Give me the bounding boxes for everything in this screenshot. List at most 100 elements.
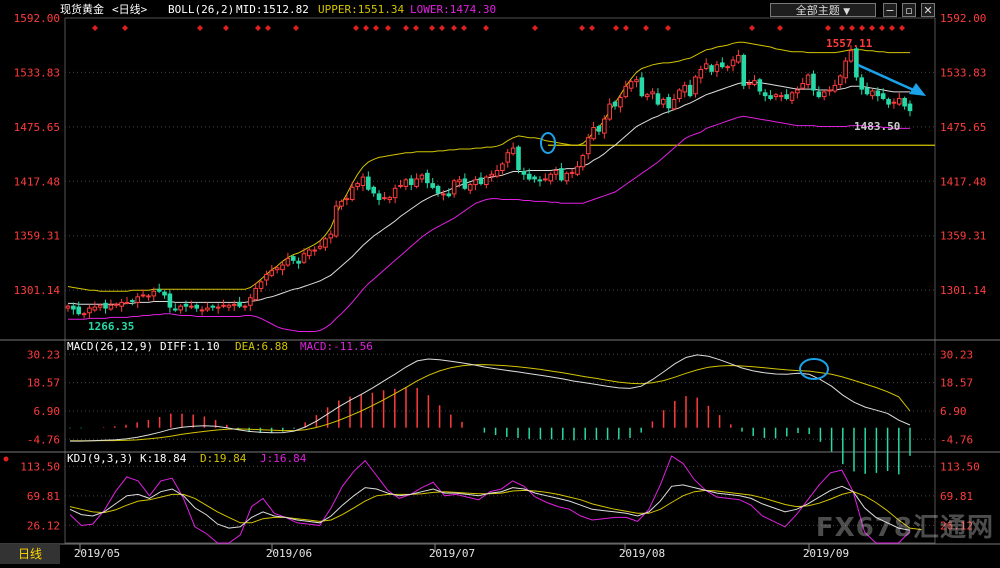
candle-body — [494, 170, 500, 177]
signal-marker — [429, 25, 435, 31]
candle-body — [441, 193, 446, 196]
candle-body — [607, 103, 612, 120]
candle-body — [773, 94, 779, 98]
candle-body — [71, 305, 76, 310]
price-tick-label-right: 1533.83 — [940, 66, 986, 79]
close-button[interactable]: ✕ — [921, 3, 935, 17]
candle-body — [312, 249, 318, 252]
signal-marker — [643, 25, 649, 31]
price-tick-label-right: 1592.00 — [940, 12, 986, 25]
kdj-k-line — [69, 484, 911, 531]
candle-body — [296, 260, 301, 264]
header-upper: UPPER:1551.34 — [318, 3, 404, 16]
candle-body — [569, 171, 575, 174]
candle-body — [623, 85, 629, 98]
candle-body — [97, 304, 103, 308]
annotation-high-value: 1557.11 — [826, 37, 873, 50]
candle-body — [419, 174, 425, 180]
signal-marker — [613, 25, 619, 31]
candle-body — [553, 170, 559, 175]
candle-body — [489, 173, 494, 177]
header-indicator: BOLL(26,2) — [168, 3, 234, 16]
candle-body — [451, 180, 457, 195]
candle-body — [349, 186, 355, 201]
candle-body — [103, 302, 108, 309]
plot-frame — [64, 17, 936, 544]
kdj-header-j: J:16.84 — [260, 452, 307, 465]
signal-marker — [363, 25, 369, 31]
price-tick-label-left: 1533.83 — [14, 66, 60, 79]
candle-body — [837, 75, 843, 85]
price-tick-label-right: 1301.14 — [940, 284, 987, 297]
theme-dropdown[interactable]: 全部主题 ▼ — [770, 3, 876, 17]
candle-body — [189, 305, 194, 308]
signal-marker — [451, 25, 457, 31]
signal-marker — [223, 25, 229, 31]
price-tick-label-left: 1475.65 — [14, 121, 60, 134]
candle-body — [870, 90, 875, 97]
signal-marker — [483, 25, 489, 31]
kdj-tick-label-right: 26.12 — [940, 519, 973, 532]
signal-marker — [461, 25, 467, 31]
candle-body — [156, 288, 162, 292]
candle-body — [714, 64, 720, 72]
candle-body — [596, 126, 602, 132]
signal-marker — [92, 25, 98, 31]
candle-body — [585, 137, 591, 155]
kdj-tick-label-right: 113.50 — [940, 460, 980, 473]
candle-body — [811, 73, 816, 91]
annotation-low-value: 1266.35 — [88, 320, 134, 333]
candle-body — [414, 178, 419, 187]
candle-body — [430, 183, 435, 188]
candle-body — [285, 257, 291, 266]
x-tick-label: 2019/08 — [619, 547, 665, 560]
macd-tick-label-right: 30.23 — [940, 348, 973, 361]
macd-tick-label-left: -4.76 — [27, 433, 60, 446]
kdj-tick-label-left: 69.81 — [27, 490, 60, 503]
candle-body — [81, 313, 87, 316]
candle-body — [398, 184, 403, 187]
period-tab-daily[interactable]: 日线 — [0, 544, 60, 564]
candle-body — [130, 300, 135, 303]
macd-tick-label-right: -4.76 — [940, 433, 973, 446]
kdj-tick-label-left: 26.12 — [27, 519, 60, 532]
maximize-button[interactable]: ▫ — [902, 3, 916, 17]
candle-body — [146, 295, 151, 298]
signal-marker — [777, 25, 783, 31]
candle-body — [65, 305, 71, 309]
candle-body — [902, 97, 907, 107]
candle-body — [639, 77, 645, 97]
x-tick-label: 2019/09 — [803, 547, 849, 560]
candle-body — [896, 97, 902, 105]
minimize-button[interactable]: − — [883, 3, 897, 17]
signal-marker — [373, 25, 379, 31]
candle-body — [264, 273, 269, 281]
macd-tick-label-right: 6.90 — [940, 405, 967, 418]
candle-body — [741, 54, 747, 86]
macd-dea-line — [70, 364, 911, 442]
candle-body — [478, 177, 484, 185]
candle-body — [280, 264, 285, 271]
candle-body — [848, 50, 854, 62]
candle-body — [344, 198, 350, 201]
candle-body — [618, 97, 623, 108]
kdj-tick-label-right: 69.81 — [940, 490, 973, 503]
candle-body — [602, 118, 607, 134]
candle-body — [290, 256, 296, 261]
trend-arrow-head — [909, 83, 926, 96]
macd-header-dea: DEA:6.88 — [235, 340, 288, 353]
boll-lower-line — [68, 115, 910, 332]
signal-marker — [122, 25, 128, 31]
candle-body — [736, 54, 741, 63]
candle-body — [248, 297, 253, 306]
signal-marker — [579, 25, 585, 31]
signal-marker — [197, 25, 203, 31]
price-tick-label-left: 1417.48 — [14, 175, 60, 188]
candle-body — [864, 87, 870, 95]
candle-body — [682, 84, 688, 93]
candle-body — [768, 95, 773, 99]
annotation-recent-low-value: 1483.50 — [854, 120, 900, 133]
candle-body — [113, 303, 119, 306]
highlight-ellipse-price — [540, 132, 556, 154]
